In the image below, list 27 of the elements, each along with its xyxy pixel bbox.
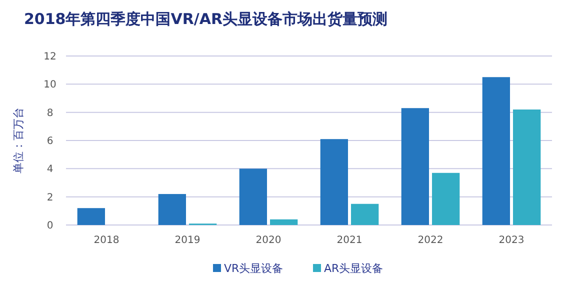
legend-label: AR头显设备 [324, 262, 384, 275]
bar [513, 110, 541, 225]
y-axis-title: 单位：百万台 [12, 108, 25, 174]
y-tick-label: 8 [46, 108, 54, 119]
y-tick-label: 2 [46, 192, 54, 204]
bar [482, 77, 510, 225]
bar [239, 168, 267, 225]
x-tick-label: 2022 [418, 235, 444, 246]
y-tick-label: 0 [46, 220, 54, 232]
bar [351, 204, 379, 225]
bar [432, 172, 460, 225]
legend-label: VR头显设备 [224, 262, 284, 275]
y-tick-label: 12 [44, 52, 56, 62]
y-tick-label: 6 [46, 136, 54, 147]
bar [401, 108, 429, 225]
x-tick-label: 2023 [498, 235, 524, 246]
x-tick-label: 2019 [174, 235, 200, 246]
y-tick-label: 10 [44, 80, 56, 91]
x-tick-label: 2020 [256, 235, 282, 246]
y-tick-label: 4 [46, 164, 54, 176]
x-tick-label: 2018 [94, 235, 120, 246]
bar [158, 194, 186, 225]
bar [77, 208, 105, 225]
bar [270, 219, 298, 225]
x-tick-label: 2021 [336, 235, 362, 246]
chart-title: 2018年第四季度中国VR/AR头显设备市场出货量预测 [24, 10, 388, 28]
bar [320, 139, 348, 225]
